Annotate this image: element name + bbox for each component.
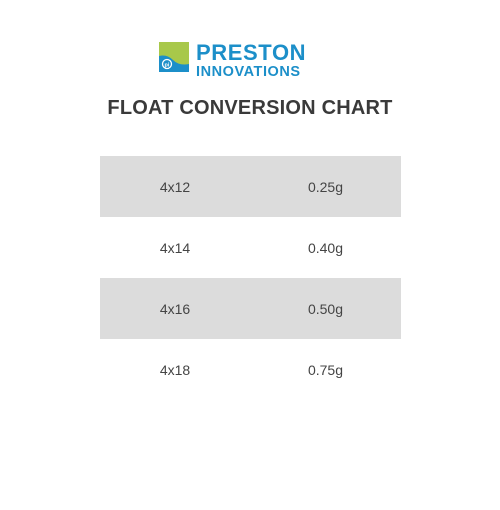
brand-name-line2: INNOVATIONS (196, 64, 301, 80)
table-row: 4x14 0.40g (100, 217, 401, 278)
float-size-cell: 4x14 (159, 239, 191, 256)
table-row: 4x18 0.75g (100, 339, 401, 400)
float-size-cell: 4x18 (159, 361, 191, 378)
table-row: 4x12 0.25g (100, 156, 401, 217)
float-size-cell: 4x16 (159, 300, 191, 317)
float-weight-cell: 0.50g (307, 300, 344, 317)
brand-name-line1: PRESTON (196, 40, 307, 65)
brand-logo: pi PRESTON INNOVATIONS (159, 42, 306, 80)
svg-text:pi: pi (165, 62, 170, 68)
conversion-table: 4x12 0.25g 4x14 0.40g 4x16 0.50g 4x18 0.… (100, 156, 401, 400)
float-weight-cell: 0.40g (307, 239, 344, 256)
page-title: FLOAT CONVERSION CHART (107, 97, 393, 119)
table-row: 4x16 0.50g (100, 278, 401, 339)
float-size-cell: 4x12 (159, 178, 191, 195)
float-weight-cell: 0.25g (307, 178, 344, 195)
brand-name: PRESTON INNOVATIONS (196, 42, 306, 80)
float-weight-cell: 0.75g (307, 361, 344, 378)
pi-logo-mark-icon: pi (159, 42, 189, 72)
